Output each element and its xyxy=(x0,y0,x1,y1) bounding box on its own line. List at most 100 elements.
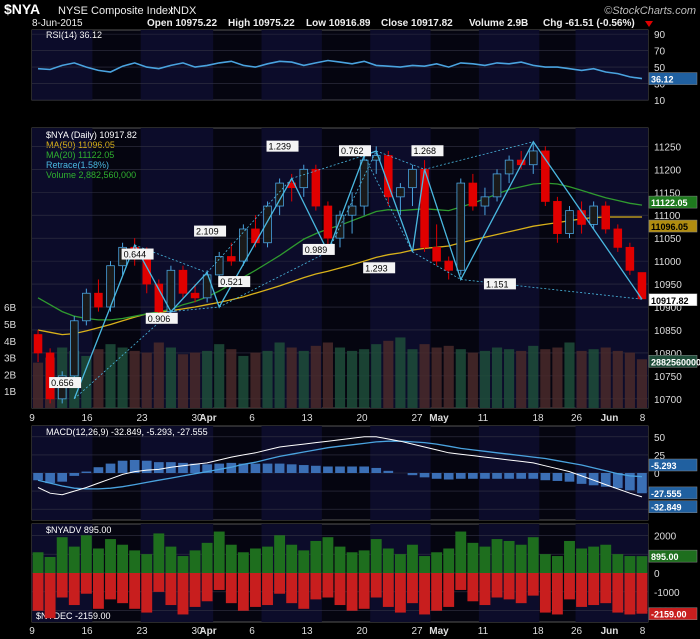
macd-histogram-bar xyxy=(153,462,164,473)
volume-value-tag-bg xyxy=(648,355,698,368)
macd-histogram-bar xyxy=(129,459,140,473)
retrace-label: 0.906 xyxy=(148,314,171,324)
candle-body xyxy=(420,168,429,248)
rsi-line xyxy=(37,59,643,80)
macd-histogram-bar xyxy=(298,465,309,473)
macd-histogram-bar xyxy=(190,463,200,473)
macd-histogram-bar xyxy=(347,466,357,473)
adv-bar xyxy=(551,556,563,573)
dec-bar xyxy=(382,573,394,607)
macd-value-tag-bg xyxy=(648,500,698,513)
dec-legend: $NYDEC -2159.00 xyxy=(36,611,111,621)
macd-tick-label: 0 xyxy=(654,469,660,480)
dec-bar xyxy=(165,573,177,606)
candle-body xyxy=(227,256,236,262)
volume-bar xyxy=(528,345,539,408)
retrace-label: 1.268 xyxy=(413,146,436,156)
adv-bar xyxy=(394,554,406,573)
ma20-value-tag-bg xyxy=(648,195,698,209)
volume-bar xyxy=(552,347,563,408)
volume-bar xyxy=(165,347,176,408)
candle-body xyxy=(553,201,562,234)
rsi-tick-label: 70 xyxy=(654,47,666,58)
volume-bar xyxy=(636,359,648,408)
price-tick-label: 11100 xyxy=(654,211,681,222)
adv-bar xyxy=(539,554,551,573)
dec-bar xyxy=(117,573,129,604)
retrace-label: 1.239 xyxy=(269,142,292,152)
retrace-connector xyxy=(412,251,461,280)
retrace-label-bg xyxy=(339,145,371,157)
panel-bg-rsi xyxy=(31,29,649,101)
adv-bar xyxy=(274,535,286,573)
adv-value-tag: 895.00 xyxy=(651,552,679,562)
retrace-label: 1.293 xyxy=(365,263,388,273)
macd-signal-tag: -27.555 xyxy=(651,489,682,499)
volume-bar xyxy=(286,347,297,408)
macd-histogram-bar xyxy=(492,473,502,479)
dec-bar xyxy=(177,573,189,615)
volume-bar xyxy=(177,354,189,408)
candle-body xyxy=(408,168,417,189)
x-tick-label-bottom: 18 xyxy=(532,626,544,637)
volume-bar xyxy=(564,342,575,408)
x-tick-label: 16 xyxy=(81,413,93,424)
volume-bar xyxy=(93,349,104,408)
retrace-label-bg xyxy=(145,312,178,324)
dec-bar xyxy=(564,573,575,600)
adv-bar xyxy=(588,546,600,573)
dec-bar xyxy=(612,573,624,613)
volume-bar xyxy=(516,350,527,408)
candle-body xyxy=(565,210,574,234)
retrace-label-bg xyxy=(302,243,335,255)
candle-body xyxy=(214,256,224,276)
price-tick-label: 11000 xyxy=(654,257,682,268)
dec-bar xyxy=(539,573,551,613)
adv-bar xyxy=(346,552,358,573)
retrace-label-bg xyxy=(49,377,82,389)
macd-histogram-bar xyxy=(516,473,527,479)
volume-bar xyxy=(588,349,599,408)
dec-bar xyxy=(105,573,116,600)
price-tick-label: 11150 xyxy=(654,188,681,199)
retrace-label: 0.656 xyxy=(51,378,74,388)
quote-volume: Volume 2.9B xyxy=(469,18,528,29)
macd-histogram-bar xyxy=(250,463,261,473)
date-band-price-1 xyxy=(140,128,214,408)
candle-body xyxy=(444,260,453,271)
macd-panel: MACD(12,26,9) -32.849, -5.293, -27.555 5… xyxy=(32,427,698,516)
adv-bar xyxy=(92,548,104,573)
retrace-line xyxy=(73,140,643,400)
date-band-price-5 xyxy=(575,128,648,408)
adv-bar xyxy=(564,540,575,573)
breadth-panel: $NYADV 895.00 $NYDEC -2159.00 200010000-… xyxy=(32,525,698,621)
macd-histogram-bar xyxy=(105,463,116,473)
candle-body xyxy=(70,320,79,377)
quote-open: Open 10975.22 xyxy=(147,18,217,29)
macd-signal-tag-bg xyxy=(648,486,698,500)
dec-bar xyxy=(189,573,201,607)
adv-bar xyxy=(636,556,648,573)
price-tick-label: 10950 xyxy=(654,280,682,291)
retrace-label-bg xyxy=(411,145,444,157)
dec-bar xyxy=(237,573,249,611)
price-panel: $NYA (Daily) 10917.82 MA(50) 11096.05 MA… xyxy=(4,130,700,408)
volume-value-tag: 2882560000 xyxy=(651,357,700,367)
adv-bar xyxy=(177,556,189,573)
dec-bar xyxy=(358,573,370,609)
dec-bar xyxy=(80,573,92,594)
macd-histogram-bar xyxy=(431,473,442,479)
dec-bar xyxy=(32,573,44,611)
volume-bar xyxy=(504,349,515,408)
volume-bar xyxy=(141,352,152,408)
dec-bar xyxy=(491,573,503,598)
price-legend-volume: Volume 2,882,560,000 xyxy=(46,170,136,180)
volume-bar xyxy=(322,342,333,408)
x-tick-label: 20 xyxy=(356,413,368,424)
volume-bar xyxy=(274,342,285,408)
x-tick-label: 13 xyxy=(301,413,313,424)
dec-value-tag: -2159.00 xyxy=(651,610,687,620)
price-tick-label: 10700 xyxy=(654,395,682,406)
candle-body xyxy=(396,187,405,198)
